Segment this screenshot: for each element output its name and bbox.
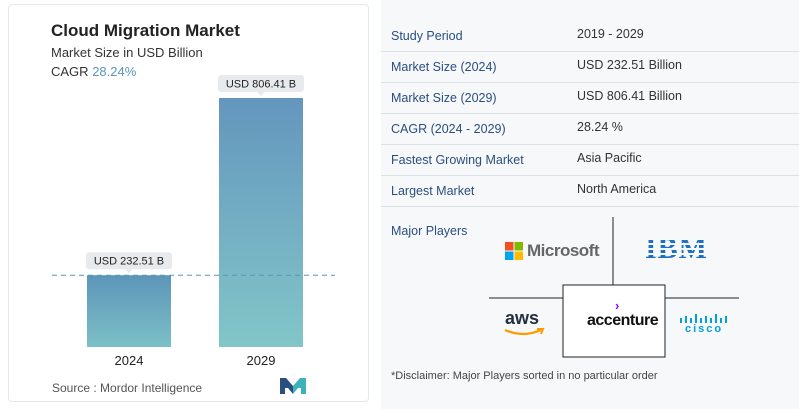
info-value: USD 806.41 Billion [577,89,682,103]
info-label: Market Size (2029) [391,91,497,105]
chart-card: Cloud Migration Market Market Size in US… [8,4,369,402]
info-row-fastest-growing: Fastest Growing Market Asia Pacific [381,145,799,176]
info-row-study-period: Study Period 2019 - 2029 [381,21,799,52]
chart-subtitle: Market Size in USD Billion [51,45,203,60]
cisco-bars-icon [680,314,727,323]
cisco-logo: cisco [679,314,731,336]
bar-2029 [219,98,303,347]
info-label: Largest Market [391,184,475,198]
data-label: USD 806.41 B [226,79,296,91]
info-label: Market Size (2024) [391,60,497,74]
info-panel: Study Period 2019 - 2029 Market Size (20… [381,0,799,409]
source-text: Source : Mordor Intelligence [52,381,203,395]
x-tick-label: 2024 [115,353,144,368]
bar-chart: USD 232.51 B 2024 USD 806.41 B 2029 [52,75,335,368]
cisco-label: cisco [685,323,724,335]
info-value: North America [577,182,657,196]
mordor-logo-icon [280,376,306,399]
info-value: 28.24 % [577,120,623,134]
cagr-value: 28.24% [92,64,137,79]
major-players-title: Major Players [391,224,468,238]
disclaimer-text: *Disclaimer: Major Players sorted in no … [391,370,658,382]
microsoft-label: Microsoft [527,241,600,260]
info-label: CAGR (2024 - 2029) [391,122,506,136]
info-value: 2019 - 2029 [577,27,644,41]
bar-2024 [87,275,171,347]
info-row-market-size-2024: Market Size (2024) USD 232.51 Billion [381,52,799,83]
ibm-stripes-icon [643,238,723,260]
info-row-market-size-2029: Market Size (2029) USD 806.41 Billion [381,83,799,114]
microsoft-grid-icon [505,242,523,260]
accenture-logo: › accenture [587,298,659,334]
data-label-pointer [257,92,265,96]
info-label: Study Period [391,29,463,43]
accenture-label: accenture [587,312,659,329]
cagr-line: CAGR 28.24% [51,64,136,79]
aws-label: aws [505,308,540,328]
info-row-largest-market: Largest Market North America [381,176,799,207]
info-label: Fastest Growing Market [391,153,524,167]
cagr-label: CAGR [51,64,89,79]
microsoft-logo: Microsoft [505,238,615,266]
data-label-pointer [125,269,133,274]
players-grid [489,217,739,358]
info-value: Asia Pacific [577,151,642,165]
ibm-logo: IBM [643,232,723,268]
aws-smile-icon [504,328,545,336]
chart-title: Cloud Migration Market [51,21,240,40]
x-tick-label: 2029 [247,353,276,368]
data-label-bg [218,75,304,92]
info-row-cagr: CAGR (2024 - 2029) 28.24 % [381,114,799,145]
info-table: Study Period 2019 - 2029 Market Size (20… [381,21,799,207]
accenture-chevron-icon: › [615,298,620,313]
info-value: USD 232.51 Billion [577,58,682,72]
data-label-bg [86,252,172,270]
data-label: USD 232.51 B [94,256,164,268]
aws-logo: aws [503,308,553,338]
